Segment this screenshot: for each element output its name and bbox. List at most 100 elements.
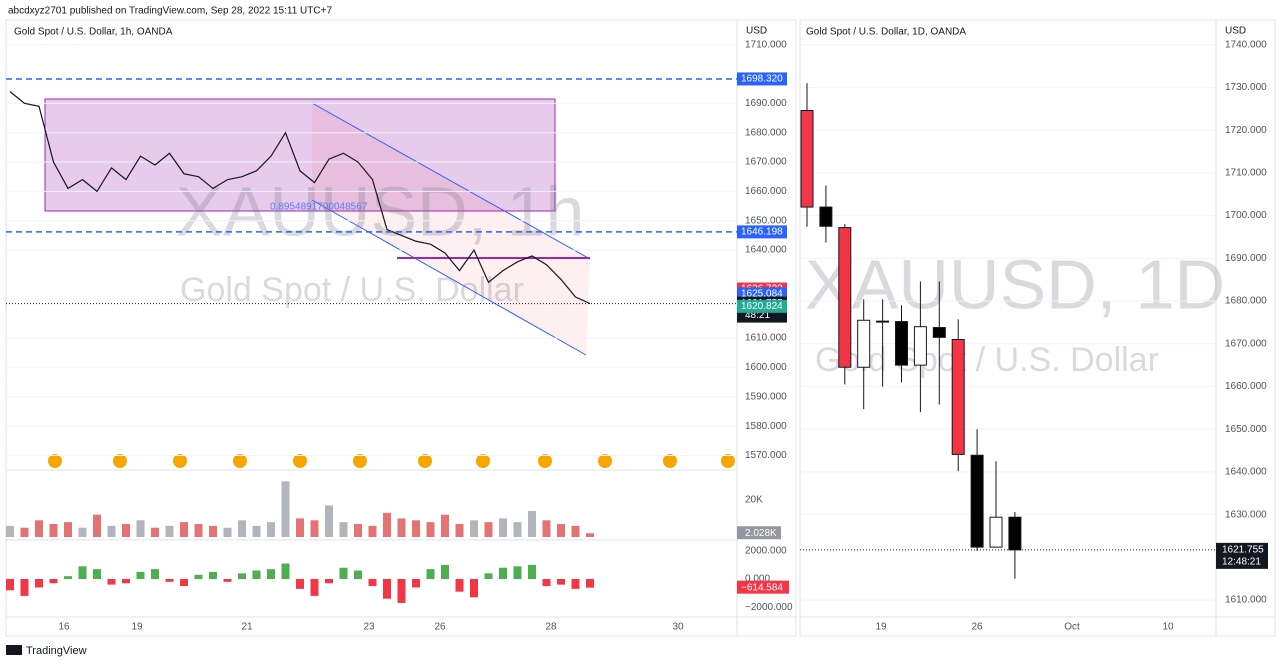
volume-bar — [35, 520, 43, 537]
y-tick-label: 1700.000 — [1225, 210, 1267, 221]
y-tick-label: 1610.000 — [1225, 595, 1267, 606]
volume-bar — [557, 524, 565, 537]
price-tag-label: 1646.198 — [741, 227, 783, 238]
volume-tick-label: 20K — [745, 494, 763, 505]
x-tick-label: 16 — [58, 622, 70, 633]
volume-bar — [209, 525, 217, 537]
volume-bar — [484, 522, 493, 537]
oscillator-bar — [35, 579, 43, 588]
oscillator-bar — [339, 567, 348, 579]
oscillator-bar — [484, 573, 493, 579]
candle-body — [819, 206, 833, 227]
candle-body — [989, 516, 1003, 548]
candle-body — [970, 454, 984, 548]
volume-tag-label: 2.028K — [745, 528, 777, 539]
volume-bar — [310, 520, 319, 537]
y-tick-label: 1670.000 — [745, 157, 787, 168]
oscillator-bar — [397, 579, 406, 603]
y-tick-label: 1710.000 — [745, 39, 787, 50]
logo — [6, 645, 22, 655]
oscillator-bar — [281, 563, 290, 579]
volume-bar — [383, 512, 391, 537]
oscillator-bar — [267, 569, 275, 579]
price-tag-label: 1621.755 — [1222, 545, 1264, 556]
volume-bar — [542, 520, 551, 537]
volume-bar — [441, 514, 449, 537]
y-tick-label: 1690.000 — [745, 98, 787, 109]
volume-bar — [296, 518, 304, 537]
x-tick-label: 19 — [875, 622, 887, 633]
event-icons — [48, 454, 735, 468]
y-tick-label: 1640.000 — [745, 245, 787, 256]
volume-bar — [20, 527, 29, 537]
channel-fill — [312, 103, 590, 355]
oscillator-bar — [194, 574, 203, 579]
countdown: 12:48:21 — [1222, 557, 1261, 568]
oscillator-bar — [252, 570, 261, 579]
oscillator-tag-label: −614.584 — [741, 582, 783, 593]
oscillator-bar — [354, 570, 362, 579]
y-tick-label: 1630.000 — [1225, 509, 1267, 520]
y-tick-label: 1650.000 — [745, 215, 787, 226]
left-panel — [5, 19, 797, 637]
volume-bar — [267, 522, 275, 537]
oscillator-bar — [310, 579, 319, 596]
candle-body — [1008, 516, 1022, 551]
y-tick-label: 1660.000 — [1225, 381, 1267, 392]
oscillator-tag — [737, 580, 789, 594]
oscillator-bar — [528, 564, 536, 579]
volume-bar — [586, 533, 594, 537]
y-tick-label: 1570.000 — [745, 450, 787, 461]
volume-tag — [737, 526, 781, 540]
candle-body — [895, 321, 908, 366]
oscillator-bar — [557, 579, 565, 585]
oscillator-bar — [49, 579, 58, 584]
oscillator-bar — [209, 571, 217, 579]
y-tick-label: 1590.000 — [745, 391, 787, 402]
watermark-sub: Gold Spot / U.S. Dollar — [180, 271, 524, 309]
oscillator-bar — [6, 579, 14, 591]
x-tick-label: 30 — [672, 622, 684, 633]
oscillator-bar — [136, 571, 145, 579]
oscillator-bar — [513, 566, 522, 579]
range-box — [44, 98, 556, 212]
price-tag — [737, 225, 787, 239]
y-tick-label: 1680.000 — [1225, 296, 1267, 307]
volume-bar — [180, 522, 188, 537]
y-tick-label: 1660.000 — [745, 186, 787, 197]
channel-line — [311, 199, 587, 356]
candle-body — [800, 110, 814, 208]
y-tick-label: 1740.000 — [1225, 39, 1267, 50]
countdown: 48:21 — [745, 310, 770, 321]
oscillator-bar — [180, 579, 188, 587]
oscillator-bar — [78, 566, 87, 579]
volume-bar — [194, 524, 203, 537]
volume-bar — [528, 511, 536, 537]
volume-bar — [223, 527, 232, 537]
brand: TradingView — [26, 645, 87, 657]
volume-bar — [354, 524, 362, 537]
x-tick-label: 26 — [971, 622, 983, 633]
volume-bar — [455, 524, 464, 537]
volume-bar — [64, 522, 72, 537]
candle-body — [913, 326, 927, 366]
x-tick-label: 10 — [1162, 622, 1174, 633]
x-tick-label: Oct — [1064, 622, 1080, 633]
volume-bar — [325, 505, 333, 537]
price-tag-label: 1698.320 — [741, 74, 783, 85]
volume-bar — [368, 525, 377, 537]
price-tag — [737, 72, 787, 86]
y-tick-label: 1600.000 — [745, 362, 787, 373]
chart-title: Gold Spot / U.S. Dollar, 1D, OANDA — [806, 27, 966, 38]
oscillator-bar — [455, 579, 464, 592]
volume-bar — [470, 520, 478, 537]
oscillator-bar — [441, 564, 449, 579]
oscillator-bar — [412, 579, 420, 588]
volume-bar — [281, 481, 290, 537]
volume-bar — [6, 525, 14, 537]
oscillator-bar — [93, 569, 101, 579]
oscillator-bar — [64, 576, 72, 579]
volume-bar — [339, 522, 348, 537]
volume-bar — [238, 520, 246, 537]
oscillator-bar — [499, 567, 507, 579]
